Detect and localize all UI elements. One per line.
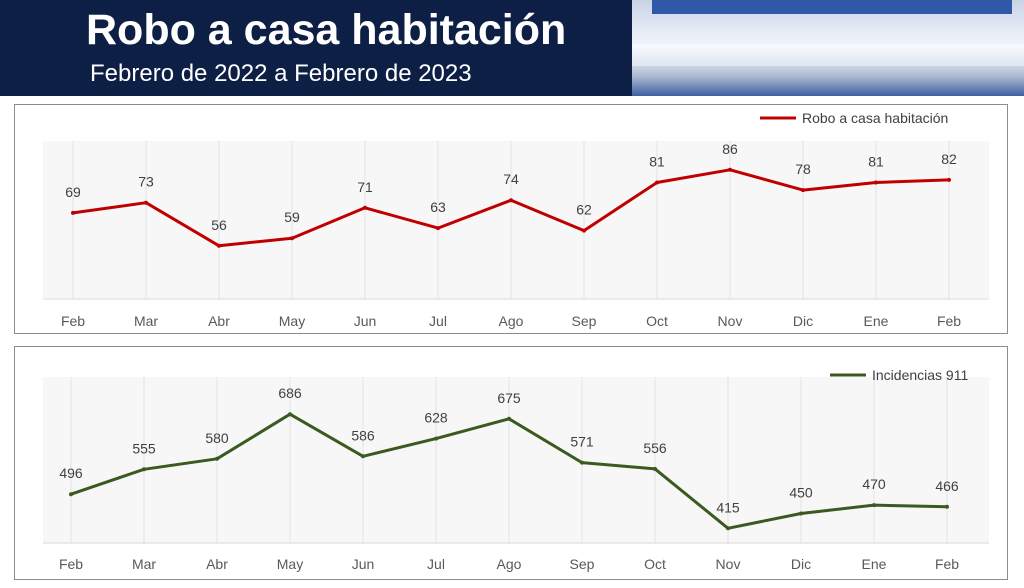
x-tick-label: Nov xyxy=(716,556,741,572)
incidencias-data-label: 586 xyxy=(351,427,375,443)
robo-data-point xyxy=(363,205,367,210)
header-banner: Robo a casa habitación Febrero de 2022 a… xyxy=(0,0,1024,96)
robo-data-point xyxy=(217,243,221,248)
incidencias-data-label: 675 xyxy=(497,390,521,406)
legend-label: Incidencias 911 xyxy=(872,367,968,383)
page-title: Robo a casa habitación xyxy=(86,6,567,54)
incidencias-data-point xyxy=(361,454,365,459)
x-tick-label: Nov xyxy=(718,313,743,329)
chart-panel-incidencias: 496 555 580 686 586 628 675 571 556 415 450 470 466 F… xyxy=(14,346,1008,580)
robo-data-label: 74 xyxy=(503,171,519,187)
x-tick-label: Ene xyxy=(864,313,889,329)
x-tick-label: Feb xyxy=(61,313,85,329)
incidencias-data-point xyxy=(580,460,584,465)
x-tick-label: Dic xyxy=(791,556,811,572)
robo-data-label: 86 xyxy=(722,141,738,157)
x-tick-label: Ago xyxy=(499,313,524,329)
robo-data-point xyxy=(290,236,294,241)
robo-data-point xyxy=(71,210,75,215)
robo-data-label: 59 xyxy=(284,209,300,225)
robo-data-label: 82 xyxy=(941,151,957,167)
robo-data-point xyxy=(436,226,440,231)
robo-data-point xyxy=(728,167,732,172)
x-tick-label: Mar xyxy=(132,556,156,572)
incidencias-data-label: 415 xyxy=(716,499,740,515)
incidencias-data-point xyxy=(726,526,730,531)
x-tick-label: May xyxy=(277,556,303,572)
incidencias-data-point xyxy=(872,503,876,508)
robo-data-point xyxy=(509,198,513,203)
x-tick-label: Dic xyxy=(793,313,813,329)
robo-data-point xyxy=(144,200,148,205)
x-tick-label: Jul xyxy=(429,313,447,329)
incidencias-data-point xyxy=(142,467,146,472)
header-photo xyxy=(632,0,1024,96)
x-tick-label: Oct xyxy=(644,556,666,572)
incidencias-data-label: 580 xyxy=(205,430,229,446)
incidencias-data-label: 555 xyxy=(132,440,156,456)
x-tick-label: Jun xyxy=(352,556,375,572)
incidencias-data-point xyxy=(215,456,219,461)
x-tick-label: Ago xyxy=(497,556,522,572)
incidencias-data-point xyxy=(653,466,657,471)
incidencias-data-point xyxy=(69,492,73,497)
chart-incidencias: 496 555 580 686 586 628 675 571 556 415 450 470 466 F… xyxy=(43,367,989,572)
incidencias-data-label: 686 xyxy=(278,385,302,401)
incidencias-data-label: 628 xyxy=(424,410,448,426)
legend-label: Robo a casa habitación xyxy=(802,110,948,126)
x-tick-label: Jun xyxy=(354,313,377,329)
x-tick-label: Feb xyxy=(935,556,959,572)
incidencias-data-label: 466 xyxy=(935,478,959,494)
robo-data-label: 81 xyxy=(649,154,665,170)
x-tick-label: Abr xyxy=(208,313,230,329)
incidencias-data-label: 450 xyxy=(789,485,813,501)
page-subtitle: Febrero de 2022 a Febrero de 2023 xyxy=(90,60,472,87)
robo-data-point xyxy=(947,177,951,182)
incidencias-data-point xyxy=(945,504,949,509)
incidencias-data-point xyxy=(507,416,511,421)
x-tick-label: Feb xyxy=(59,556,83,572)
incidencias-data-label: 571 xyxy=(570,434,594,450)
robo-data-label: 56 xyxy=(211,217,227,233)
x-tick-label: Sep xyxy=(572,313,597,329)
robo-data-label: 73 xyxy=(138,174,154,190)
x-tick-label: Abr xyxy=(206,556,228,572)
x-tick-label: Oct xyxy=(646,313,668,329)
x-tick-label: Jul xyxy=(427,556,445,572)
robo-data-point xyxy=(582,228,586,233)
plot-area xyxy=(43,141,989,299)
incidencias-data-label: 556 xyxy=(643,440,667,456)
robo-data-point xyxy=(801,188,805,193)
x-tick-label: Feb xyxy=(937,313,961,329)
incidencias-data-point xyxy=(434,436,438,441)
incidencias-data-point xyxy=(799,511,803,516)
chart-robo: 69 73 56 59 71 63 74 62 81 86 78 81 82 Feb Mar Abr May Ju… xyxy=(43,110,989,329)
x-tick-label: Sep xyxy=(570,556,595,572)
x-tick-label: May xyxy=(279,313,305,329)
chart-panel-robo: 69 73 56 59 71 63 74 62 81 86 78 81 82 Feb Mar Abr May Ju… xyxy=(14,104,1008,334)
incidencias-legend: Incidencias 911 xyxy=(830,367,968,383)
x-tick-label: Mar xyxy=(134,313,158,329)
robo-legend: Robo a casa habitación xyxy=(760,110,948,126)
x-tick-label: Ene xyxy=(862,556,887,572)
robo-data-point xyxy=(874,180,878,185)
robo-data-label: 69 xyxy=(65,184,81,200)
robo-data-label: 63 xyxy=(430,199,446,215)
robo-data-label: 71 xyxy=(357,179,373,195)
robo-data-label: 78 xyxy=(795,161,811,177)
incidencias-data-label: 496 xyxy=(59,465,83,481)
robo-data-label: 81 xyxy=(868,154,884,170)
incidencias-data-label: 470 xyxy=(862,476,886,492)
robo-data-point xyxy=(655,180,659,185)
robo-data-label: 62 xyxy=(576,202,592,218)
incidencias-data-point xyxy=(288,412,292,417)
